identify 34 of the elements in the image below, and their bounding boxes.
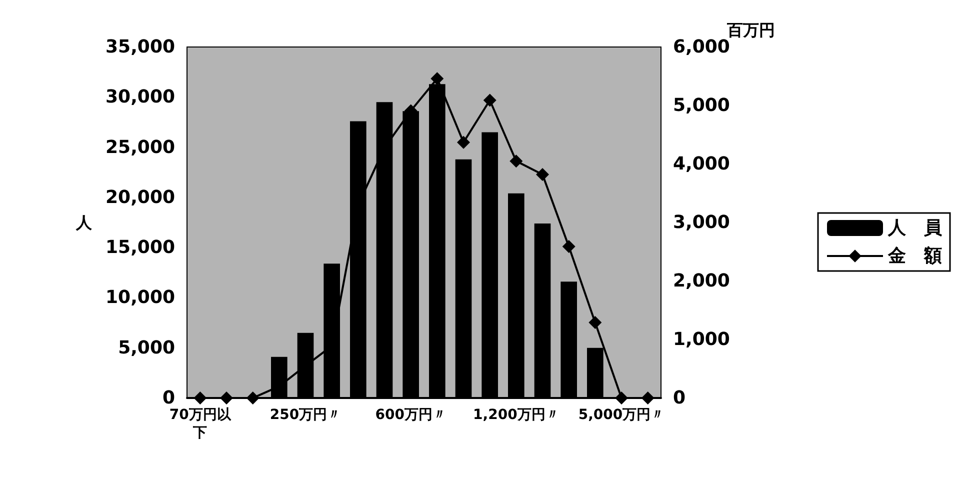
point	[510, 154, 523, 168]
legend-label: 金 額	[887, 246, 942, 266]
x-tick-label: 600万円〃	[375, 407, 446, 423]
legend-label: 人 員	[887, 218, 943, 238]
y2-tick-label: 0	[673, 388, 686, 408]
y-tick-label: 10,000	[106, 287, 175, 308]
x-tick-label: 5,000万円〃	[578, 407, 665, 423]
y-axis-title: 人	[75, 213, 93, 232]
y-tick-label: 20,000	[106, 186, 175, 208]
x-tick-label: 250万円〃	[270, 407, 342, 423]
point	[430, 72, 444, 86]
point	[562, 240, 576, 253]
point	[641, 392, 654, 404]
y2-tick-label: 5,000	[673, 95, 730, 116]
y-tick-label: 5,000	[118, 337, 175, 358]
point	[246, 392, 260, 404]
y2-tick-label: 3,000	[673, 212, 730, 233]
point	[457, 136, 470, 149]
point	[483, 94, 496, 107]
point	[194, 392, 207, 404]
point	[536, 168, 549, 182]
y-tick-label: 30,000	[106, 86, 175, 108]
point	[220, 392, 233, 404]
y-tick-label: 0	[162, 388, 175, 408]
point	[615, 392, 628, 404]
y-tick-label: 15,000	[106, 237, 175, 258]
y2-tick-label: 2,000	[673, 270, 730, 292]
y2-tick-label: 1,000	[673, 329, 730, 350]
y-tick-label: 35,000	[106, 36, 175, 58]
y2-tick-label: 4,000	[673, 154, 730, 174]
point	[588, 316, 602, 330]
y-tick-label: 25,000	[106, 136, 175, 158]
x-tick-label: 1,200万円〃	[473, 407, 560, 423]
x-tick-label: 70万円以下	[169, 407, 232, 441]
